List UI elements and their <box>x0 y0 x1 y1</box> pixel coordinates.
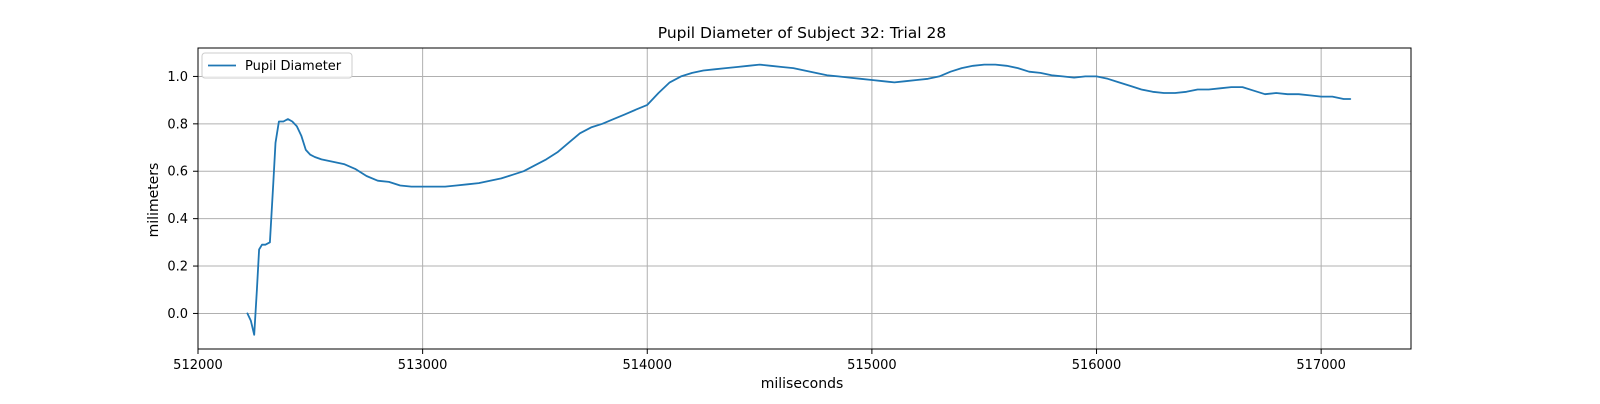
series-layer <box>246 63 1352 336</box>
y-tick-label: 0.8 <box>167 117 188 132</box>
y-axis-label: milimeters <box>146 163 162 238</box>
x-tick-label: 512000 <box>173 358 223 373</box>
x-tick-label: 517000 <box>1296 358 1346 373</box>
legend-box <box>201 52 353 79</box>
y-axis-ticks: 0.0 0.2 0.4 0.6 0.8 1.0 <box>167 70 198 322</box>
x-tick-label: 516000 <box>1072 358 1122 373</box>
grid-lines <box>197 48 1411 349</box>
y-tick-label: 0.4 <box>167 212 188 227</box>
y-tick-label: 0.6 <box>167 165 188 180</box>
plot-frame <box>197 47 1412 350</box>
chart-title: Pupil Diameter of Subject 32: Trial 28 <box>658 24 947 42</box>
y-tick-label: 0.0 <box>167 307 188 322</box>
y-tick-label: 0.2 <box>167 260 188 275</box>
legend-label-pupil-diameter: Pupil Diameter <box>245 59 342 74</box>
x-tick-label: 515000 <box>847 358 897 373</box>
x-tick-label: 513000 <box>398 358 448 373</box>
series-line-pupil-diameter <box>246 63 1352 336</box>
x-axis-ticks: 512000 513000 514000 515000 516000 517000 <box>173 349 1346 373</box>
x-axis-label: miliseconds <box>761 376 844 392</box>
legend: Pupil Diameter <box>201 52 353 79</box>
y-tick-label: 1.0 <box>167 70 188 85</box>
x-tick-label: 514000 <box>622 358 672 373</box>
